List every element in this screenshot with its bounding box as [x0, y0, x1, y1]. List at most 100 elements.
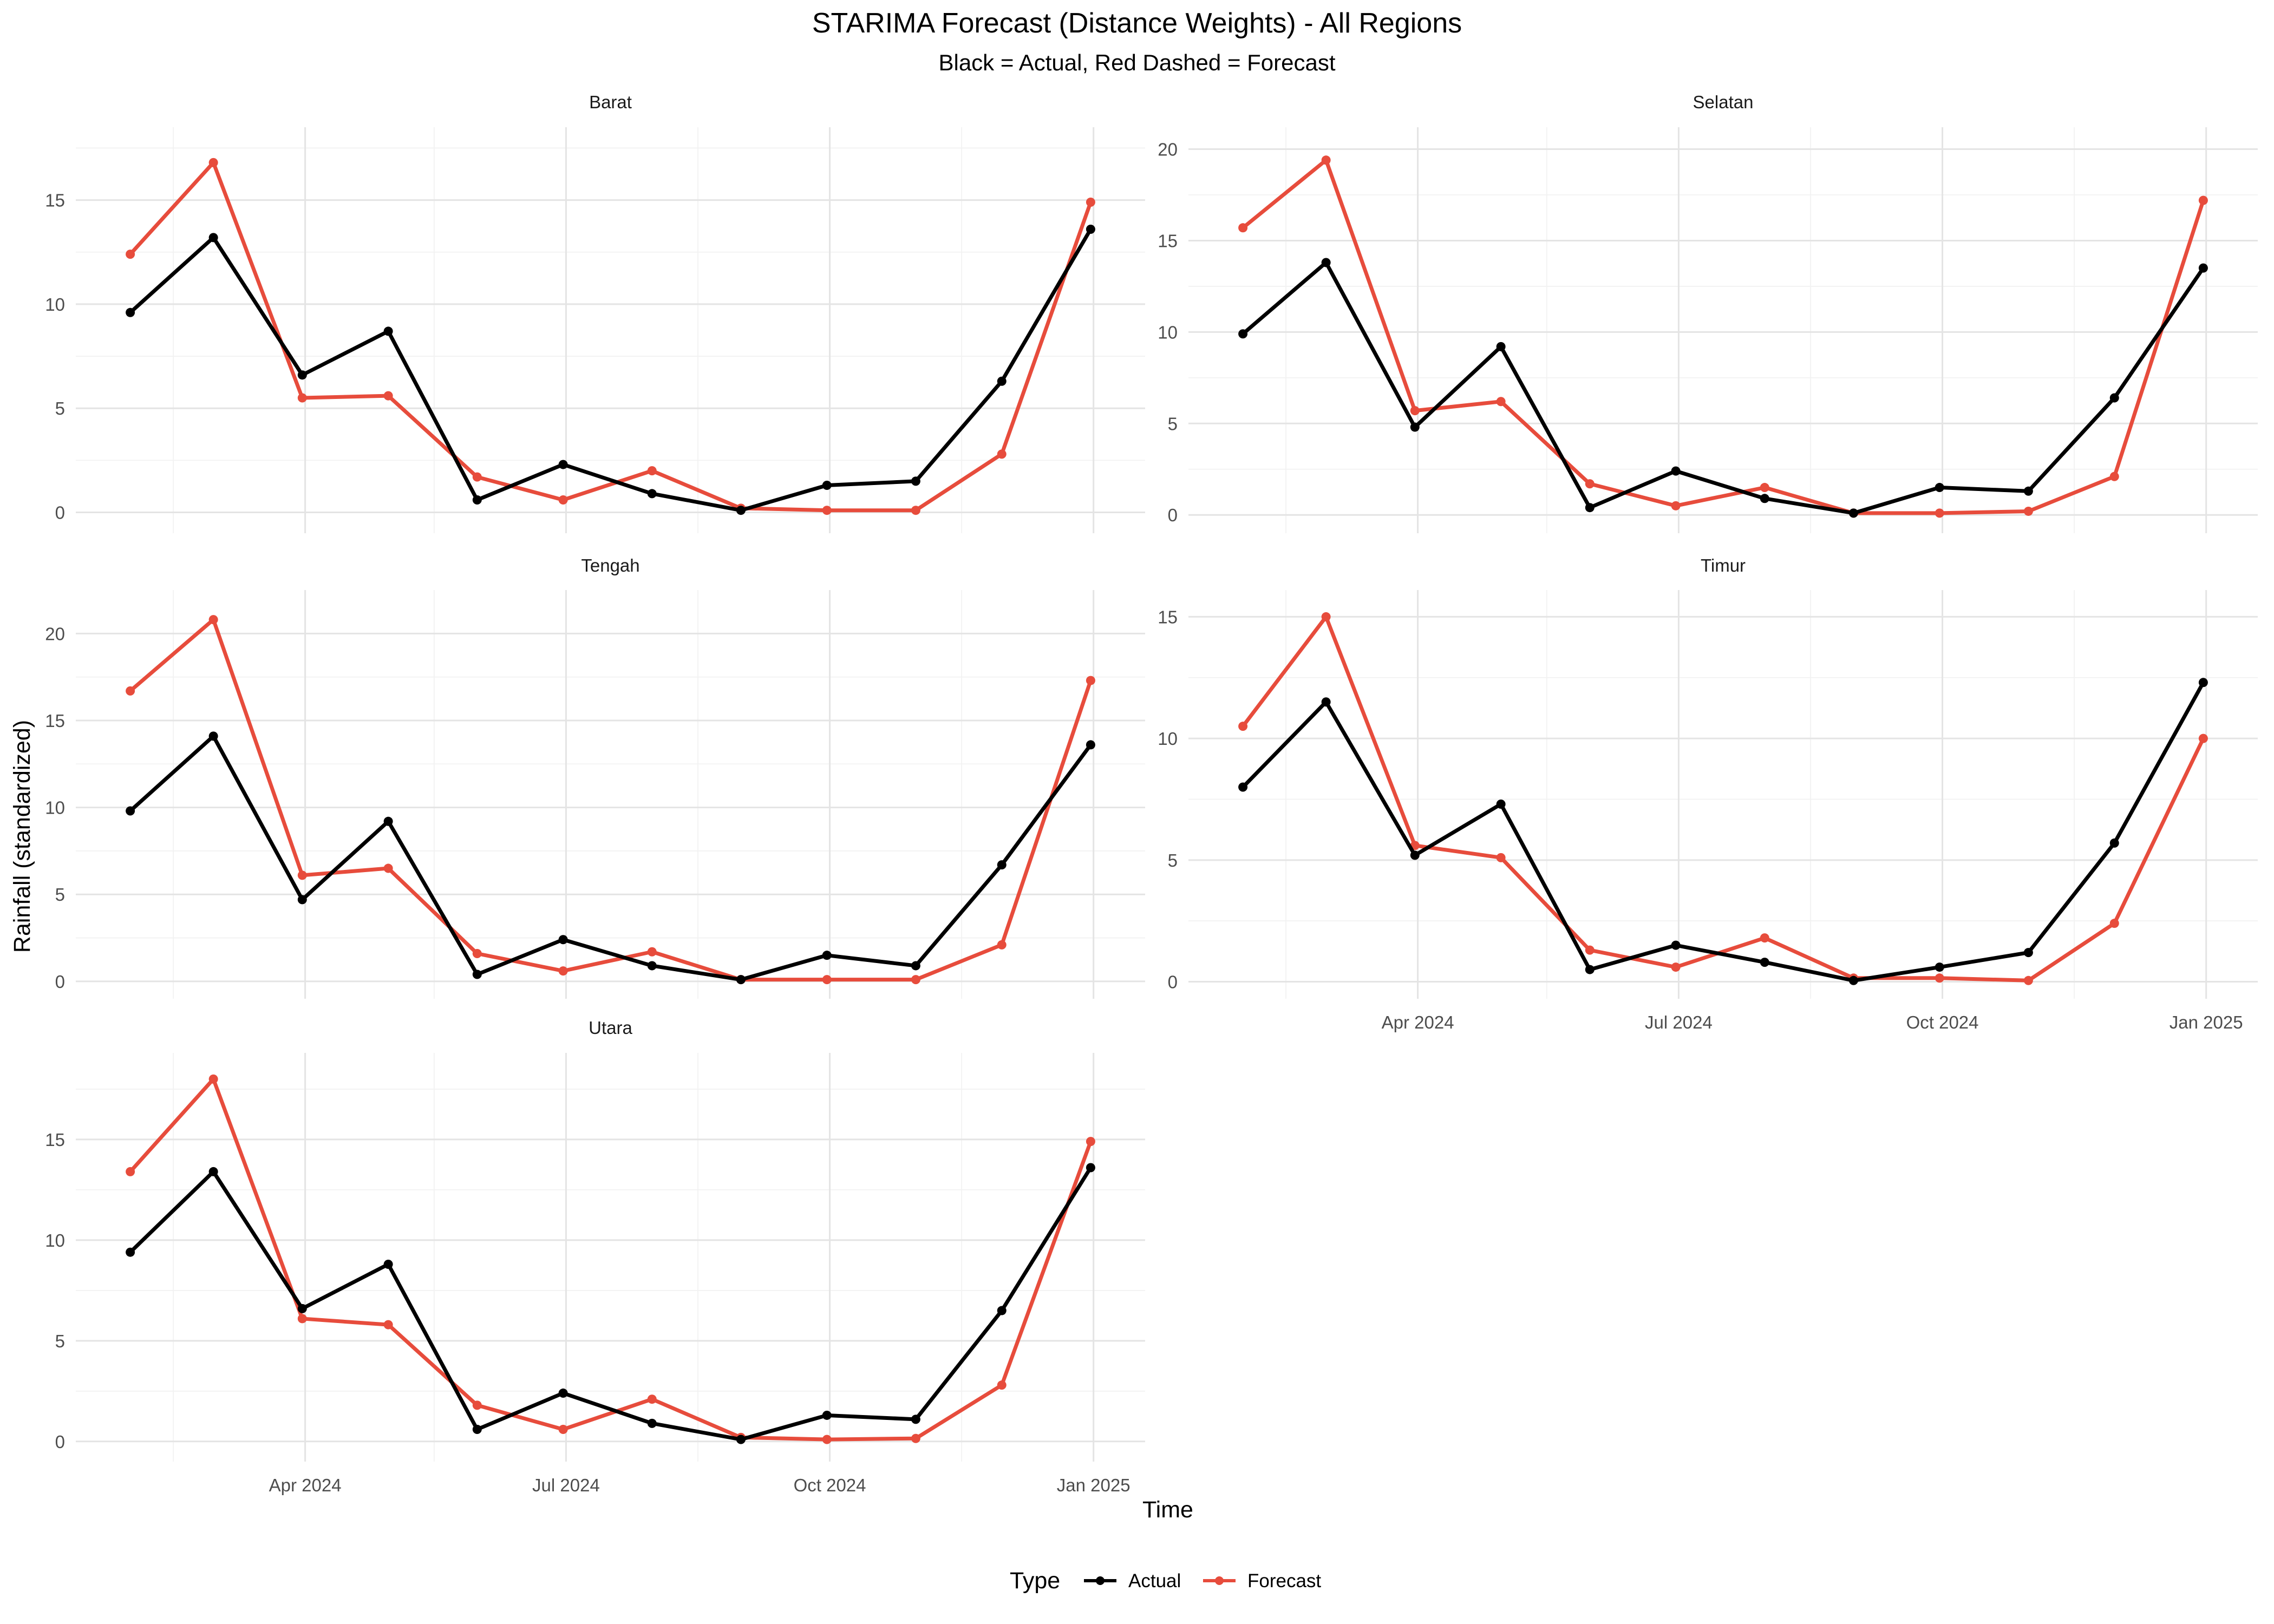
data-point-actual: [559, 1389, 568, 1398]
data-point-forecast: [1585, 946, 1595, 955]
legend-title: Type: [1010, 1568, 1060, 1594]
y-tick-label: 15: [45, 1130, 65, 1150]
data-point-actual: [1671, 467, 1681, 476]
data-point-forecast: [298, 870, 307, 880]
data-point-actual: [822, 951, 832, 960]
data-point-actual: [126, 807, 135, 816]
data-point-forecast: [648, 466, 657, 475]
data-point-actual: [473, 495, 482, 505]
y-tick-label: 5: [1168, 414, 1178, 434]
data-point-forecast: [559, 495, 568, 505]
data-point-actual: [2199, 678, 2208, 687]
data-point-forecast: [1086, 676, 1095, 685]
data-point-forecast: [822, 975, 832, 984]
data-point-forecast: [2024, 507, 2033, 516]
panel-barat: 0 5 10 15 Barat: [45, 92, 1145, 533]
facet-title-selatan: Selatan: [1693, 92, 1754, 112]
data-point-actual: [1086, 225, 1095, 234]
data-point-forecast: [384, 391, 393, 401]
data-point-forecast: [648, 1394, 657, 1404]
x-tick-label: Jan 2025: [2170, 1012, 2243, 1032]
data-point-forecast: [1238, 223, 1247, 232]
data-point-actual: [559, 935, 568, 944]
data-point-actual: [384, 326, 393, 336]
data-point-actual: [736, 975, 746, 984]
data-point-forecast: [209, 615, 218, 624]
series-line-actual: [130, 229, 1091, 510]
x-tick-label: Jan 2025: [1057, 1475, 1131, 1495]
chart-subtitle: Black = Actual, Red Dashed = Forecast: [938, 50, 1335, 75]
panel-tengah: 05101520Tengah: [45, 555, 1145, 999]
y-tick-label: 15: [45, 711, 65, 731]
data-point-actual: [648, 961, 657, 970]
data-point-actual: [1410, 423, 1420, 432]
data-point-actual: [298, 370, 307, 379]
data-point-forecast: [2110, 472, 2119, 481]
data-point-forecast: [473, 949, 482, 958]
x-tick-label: Jul 2024: [532, 1475, 600, 1495]
series-line-forecast: [1243, 617, 2204, 980]
data-point-forecast: [1497, 397, 1506, 406]
data-point-actual: [1322, 697, 1331, 706]
y-tick-label: 0: [1168, 505, 1178, 525]
chart-title: STARIMA Forecast (Distance Weights) - Al…: [812, 8, 1462, 39]
data-point-actual: [559, 460, 568, 469]
x-tick-label: Apr 2024: [269, 1475, 342, 1495]
data-point-forecast: [298, 1314, 307, 1323]
data-point-actual: [2199, 264, 2208, 273]
data-point-actual: [2110, 394, 2119, 403]
data-point-actual: [997, 1306, 1007, 1315]
data-point-forecast: [384, 1320, 393, 1330]
data-point-forecast: [997, 940, 1007, 949]
y-tick-label: 0: [55, 1432, 65, 1452]
data-point-forecast: [1671, 501, 1681, 510]
data-point-actual: [1086, 1163, 1095, 1172]
x-tick-label: Oct 2024: [1906, 1012, 1979, 1032]
data-point-actual: [1322, 258, 1331, 267]
x-tick-label: Jul 2024: [1645, 1012, 1713, 1032]
data-point-forecast: [1410, 406, 1420, 415]
data-point-actual: [209, 233, 218, 242]
y-tick-label: 5: [1168, 850, 1178, 870]
data-point-actual: [2024, 948, 2033, 957]
data-point-forecast: [1322, 155, 1331, 165]
data-point-actual: [298, 1304, 307, 1313]
facet-title-tengah: Tengah: [581, 555, 639, 575]
data-point-actual: [298, 895, 307, 904]
series-line-forecast: [130, 162, 1091, 510]
data-point-actual: [1849, 508, 1858, 518]
facet-title-utara: Utara: [589, 1018, 632, 1038]
data-point-forecast: [822, 1435, 832, 1444]
data-point-actual: [126, 308, 135, 317]
data-point-actual: [736, 506, 746, 515]
y-tick-label: 10: [45, 294, 65, 315]
data-point-forecast: [1238, 722, 1247, 731]
data-point-forecast: [1671, 962, 1681, 972]
series-line-forecast: [130, 1079, 1091, 1439]
data-point-actual: [911, 1415, 920, 1424]
y-axis-label: Rainfall (standardized): [9, 720, 35, 953]
legend-forecast-label: Forecast: [1247, 1570, 1321, 1592]
data-point-forecast: [126, 686, 135, 696]
data-point-actual: [209, 1167, 218, 1176]
data-point-actual: [2110, 839, 2119, 848]
data-point-forecast: [1086, 1137, 1095, 1146]
data-point-actual: [1935, 483, 1944, 492]
y-tick-label: 10: [45, 798, 65, 818]
legend: Type Actual Forecast: [1010, 1568, 1321, 1594]
facet-title-timur: Timur: [1701, 555, 1746, 575]
data-point-forecast: [2110, 919, 2119, 928]
data-point-actual: [822, 1411, 832, 1420]
data-point-actual: [1497, 800, 1506, 809]
data-point-actual: [1760, 958, 1769, 967]
data-point-forecast: [1322, 612, 1331, 621]
data-point-actual: [648, 489, 657, 498]
data-point-actual: [997, 377, 1007, 386]
data-point-actual: [1585, 503, 1595, 512]
y-tick-label: 0: [55, 503, 65, 523]
data-point-forecast: [997, 449, 1007, 459]
data-point-actual: [1760, 494, 1769, 503]
series-line-actual: [1243, 683, 2204, 981]
data-point-actual: [997, 860, 1007, 869]
data-point-actual: [911, 476, 920, 486]
